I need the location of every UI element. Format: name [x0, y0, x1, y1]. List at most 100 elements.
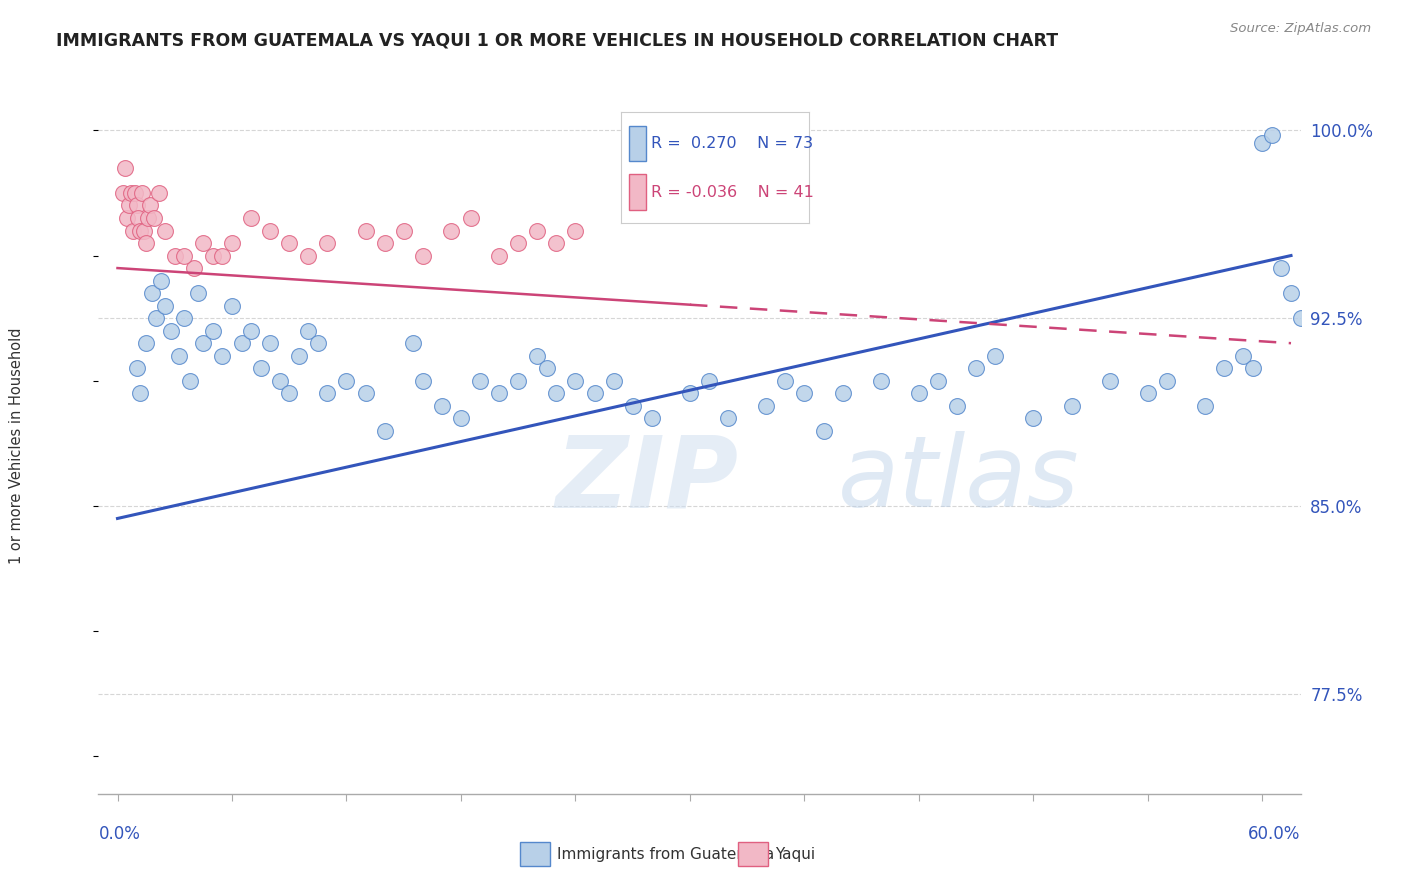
Point	[221, 299, 243, 313]
Point	[135, 235, 157, 250]
Text: IMMIGRANTS FROM GUATEMALA VS YAQUI 1 OR MORE VEHICLES IN HOUSEHOLD CORRELATION C: IMMIGRANTS FROM GUATEMALA VS YAQUI 1 OR …	[56, 31, 1059, 49]
Point	[240, 211, 263, 225]
Point	[307, 336, 329, 351]
Point	[1156, 374, 1178, 388]
Point	[142, 211, 165, 225]
Point	[679, 386, 702, 401]
Point	[488, 248, 510, 262]
Point	[148, 186, 170, 200]
Point	[468, 374, 491, 388]
Point	[1251, 136, 1274, 150]
Point	[526, 223, 548, 237]
Point	[231, 336, 253, 351]
Point	[984, 349, 1007, 363]
Point	[297, 248, 319, 262]
Point	[278, 235, 301, 250]
Point	[112, 186, 135, 200]
Point	[1136, 386, 1159, 401]
Point	[755, 399, 778, 413]
Point	[134, 223, 156, 237]
Point	[1022, 411, 1045, 425]
Point	[354, 386, 377, 401]
Point	[908, 386, 931, 401]
Text: atlas: atlas	[838, 432, 1080, 528]
Point	[115, 211, 138, 225]
Point	[201, 324, 224, 338]
Point	[316, 386, 339, 401]
Point	[412, 248, 434, 262]
Point	[793, 386, 815, 401]
Point	[1232, 349, 1254, 363]
Point	[136, 211, 159, 225]
Point	[1299, 336, 1322, 351]
Point	[120, 186, 142, 200]
Point	[155, 299, 177, 313]
Point	[167, 349, 190, 363]
Point	[211, 248, 233, 262]
Point	[278, 386, 301, 401]
Text: ZIP: ZIP	[555, 432, 738, 528]
Point	[125, 361, 148, 376]
Point	[488, 386, 510, 401]
Point	[1261, 128, 1284, 143]
Point	[145, 311, 167, 326]
Point	[259, 223, 281, 237]
Point	[869, 374, 891, 388]
Point	[179, 374, 201, 388]
Point	[1194, 399, 1216, 413]
Point	[128, 211, 150, 225]
Point	[297, 324, 319, 338]
Point	[775, 374, 797, 388]
Point	[965, 361, 987, 376]
Point	[139, 198, 162, 212]
Point	[121, 223, 143, 237]
Point	[240, 324, 263, 338]
Text: R =  0.270    N = 73: R = 0.270 N = 73	[651, 136, 814, 151]
Point	[1279, 286, 1302, 301]
Point	[602, 374, 624, 388]
Point	[354, 223, 377, 237]
Point	[124, 186, 146, 200]
Point	[536, 361, 558, 376]
Point	[163, 248, 186, 262]
Point	[114, 161, 136, 175]
Point	[269, 374, 291, 388]
Point	[1241, 361, 1264, 376]
Point	[508, 235, 530, 250]
Text: Immigrants from Guatemala: Immigrants from Guatemala	[557, 847, 775, 862]
Point	[1060, 399, 1083, 413]
Point	[259, 336, 281, 351]
Point	[135, 336, 157, 351]
Point	[118, 198, 141, 212]
Point	[173, 311, 195, 326]
Point	[129, 386, 152, 401]
Point	[831, 386, 853, 401]
Point	[813, 424, 835, 438]
Bar	[628, 126, 645, 161]
Point	[440, 223, 463, 237]
Point	[430, 399, 453, 413]
Point	[412, 374, 434, 388]
Point	[193, 336, 215, 351]
Point	[201, 248, 224, 262]
Text: Yaqui: Yaqui	[775, 847, 815, 862]
Point	[946, 399, 969, 413]
Bar	[628, 174, 645, 210]
Point	[1270, 261, 1292, 276]
Text: Source: ZipAtlas.com: Source: ZipAtlas.com	[1230, 22, 1371, 36]
Point	[717, 411, 740, 425]
Point	[583, 386, 606, 401]
Point	[1213, 361, 1236, 376]
Point	[402, 336, 425, 351]
Point	[155, 223, 177, 237]
Point	[526, 349, 548, 363]
Point	[193, 235, 215, 250]
Point	[335, 374, 357, 388]
Point	[316, 235, 339, 250]
Point	[150, 274, 173, 288]
Text: 60.0%: 60.0%	[1249, 825, 1301, 843]
Point	[1289, 311, 1312, 326]
Point	[131, 186, 153, 200]
Point	[129, 223, 152, 237]
Point	[125, 198, 148, 212]
